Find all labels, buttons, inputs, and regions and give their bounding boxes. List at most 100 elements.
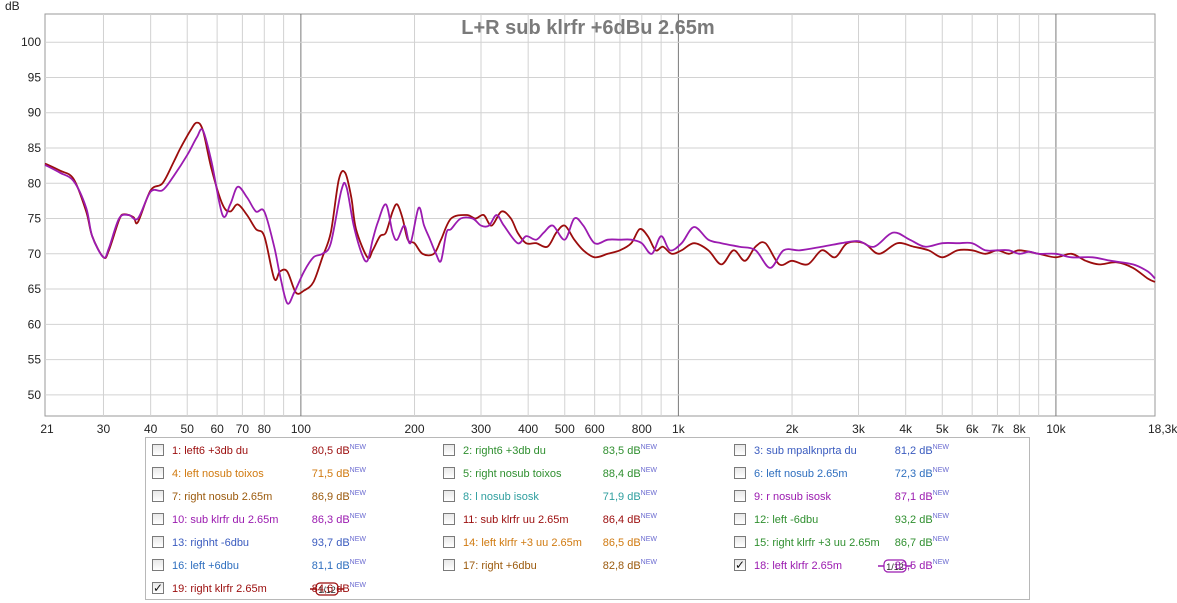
x-tick-label: 600 xyxy=(585,422,605,436)
legend-item: 2: right6 +3db du 83,5 dBNEW xyxy=(443,442,728,460)
legend-value: 86,7 dBNEW xyxy=(894,536,949,549)
y-tick-label: 90 xyxy=(28,106,42,120)
x-tick-label: 300 xyxy=(471,422,491,436)
plot-area[interactable] xyxy=(44,13,1156,417)
legend-label: 11: sub klrfr uu 2.65m xyxy=(463,514,569,526)
legend-label: 17: right +6dbu xyxy=(463,560,537,572)
new-tag: NEW xyxy=(932,559,949,566)
legend-label: 10: sub klrfr du 2.65m xyxy=(172,514,279,526)
smoothing-icon[interactable]: 1/12 xyxy=(878,559,912,573)
legend-checkbox[interactable] xyxy=(443,559,455,571)
legend-checkbox[interactable] xyxy=(443,444,455,456)
legend-value: 86,5 dBNEW xyxy=(602,536,657,549)
legend-label: 14: left klrfr +3 uu 2.65m xyxy=(463,537,582,549)
y-tick-label: 75 xyxy=(28,212,42,226)
legend-item: 15: right klrfr +3 uu 2.65m 86,7 dBNEW xyxy=(734,534,1019,552)
x-tick-label: 50 xyxy=(181,422,195,436)
legend-label: 12: left -6dbu xyxy=(754,514,819,526)
legend-item: 5: right nosub toixos 88,4 dBNEW xyxy=(443,465,728,483)
x-tick-label: 800 xyxy=(632,422,652,436)
legend-label: 5: right nosub toixos xyxy=(463,468,562,480)
y-tick-label: 70 xyxy=(28,247,42,261)
new-tag: NEW xyxy=(349,467,366,474)
legend-checkbox[interactable] xyxy=(443,513,455,525)
legend-checkbox[interactable] xyxy=(734,467,746,479)
legend-checkbox[interactable] xyxy=(152,536,164,548)
new-tag: NEW xyxy=(349,444,366,451)
legend-checkbox[interactable]: ✓ xyxy=(152,581,164,595)
y-tick-label: 60 xyxy=(28,317,42,331)
x-tick-label: 80 xyxy=(258,422,272,436)
legend-checkbox[interactable] xyxy=(443,536,455,548)
legend-value: 84,6 dBNEW xyxy=(311,582,366,595)
legend-value: 86,3 dBNEW xyxy=(311,513,366,526)
x-tick-label: 2k xyxy=(786,422,800,436)
new-tag: NEW xyxy=(640,536,657,543)
y-tick-label: 85 xyxy=(28,141,42,155)
legend-value: 93,2 dBNEW xyxy=(894,513,949,526)
x-tick-label: 3k xyxy=(852,422,866,436)
x-tick-label: 100 xyxy=(291,422,311,436)
x-tick-label: 8k xyxy=(1013,422,1027,436)
legend-item: 13: righht -6dbu 93,7 dBNEW xyxy=(152,534,437,552)
y-tick-label: 65 xyxy=(28,282,42,296)
new-tag: NEW xyxy=(640,444,657,451)
legend-value: 86,9 dBNEW xyxy=(311,490,366,503)
legend-value: 83,5 dBNEW xyxy=(602,444,657,457)
y-axis-label: dB xyxy=(5,0,20,13)
legend-checkbox[interactable] xyxy=(443,490,455,502)
legend-checkbox[interactable] xyxy=(152,467,164,479)
legend-checkbox[interactable] xyxy=(734,444,746,456)
legend-checkbox[interactable] xyxy=(734,513,746,525)
y-tick-label: 50 xyxy=(28,388,42,402)
legend-checkbox[interactable] xyxy=(734,536,746,548)
legend-checkbox[interactable] xyxy=(152,444,164,456)
legend-value: 87,1 dBNEW xyxy=(894,490,949,503)
new-tag: NEW xyxy=(640,559,657,566)
legend-checkbox[interactable] xyxy=(734,490,746,502)
new-tag: NEW xyxy=(932,490,949,497)
x-tick-label: 10k xyxy=(1046,422,1066,436)
legend-checkbox[interactable]: ✓ xyxy=(734,558,746,572)
legend-item: 3: sub mpalknprta du 81,2 dBNEW xyxy=(734,442,1019,460)
frequency-response-chart: dB 50 55 60 65 70 75 80 85 90 95 100 21 30 40 50 60 70 8… xyxy=(5,0,1177,436)
y-tick-label: 95 xyxy=(28,70,42,84)
x-tick-label: 1k xyxy=(672,422,686,436)
legend-item: 9: r nosub isosk 87,1 dBNEW xyxy=(734,488,1019,506)
series-lines xyxy=(44,121,1156,305)
new-tag: NEW xyxy=(349,582,366,589)
legend-label: 19: right klrfr 2.65m xyxy=(172,583,267,595)
legend-value: 88,4 dBNEW xyxy=(602,467,657,480)
legend-checkbox[interactable] xyxy=(152,490,164,502)
new-tag: NEW xyxy=(349,513,366,520)
legend-item: 10: sub klrfr du 2.65m 86,3 dBNEW xyxy=(152,511,437,529)
smoothing-icon[interactable]: 1/12 xyxy=(310,582,344,596)
y-tick-label: 80 xyxy=(28,176,42,190)
new-tag: NEW xyxy=(349,536,366,543)
legend-checkbox[interactable] xyxy=(152,559,164,571)
y-ticks: 50 55 60 65 70 75 80 85 90 95 100 xyxy=(21,35,41,402)
x-ticks: 21 30 40 50 60 70 80 100 200 300 400 500 600 800 1k 2k 3… xyxy=(40,422,1177,436)
legend-label: 13: righht -6dbu xyxy=(172,537,250,549)
new-tag: NEW xyxy=(640,467,657,474)
legend-panel: 1: left6 +3db du 80,5 dBNEW 2: right6 +3db… xyxy=(145,437,1030,600)
legend-item: 6: left nosub 2.65m 72,3 dBNEW xyxy=(734,465,1019,483)
legend-item: 17: right +6dbu 82,8 dBNEW xyxy=(443,557,728,575)
legend-item: 1: left6 +3db du 80,5 dBNEW xyxy=(152,442,437,460)
x-tick-label: 7k xyxy=(991,422,1005,436)
grid xyxy=(45,14,1155,416)
x-tick-label: 200 xyxy=(405,422,425,436)
x-tick-label: 70 xyxy=(236,422,250,436)
legend-checkbox[interactable] xyxy=(443,467,455,479)
new-tag: NEW xyxy=(932,467,949,474)
legend-item: 4: left nosub toixos 71,5 dBNEW xyxy=(152,465,437,483)
legend-value: 82,8 dBNEW xyxy=(602,559,657,572)
new-tag: NEW xyxy=(932,536,949,543)
legend-item: 12: left -6dbu 93,2 dBNEW xyxy=(734,511,1019,529)
legend-checkbox[interactable] xyxy=(152,513,164,525)
x-tick-label: 18,3kHz xyxy=(1148,422,1177,436)
legend-value: 80,5 dBNEW xyxy=(311,444,366,457)
chart-title: L+R sub klrfr +6dBu 2.65m xyxy=(461,17,714,39)
legend-value: 93,7 dBNEW xyxy=(311,536,366,549)
new-tag: NEW xyxy=(349,490,366,497)
